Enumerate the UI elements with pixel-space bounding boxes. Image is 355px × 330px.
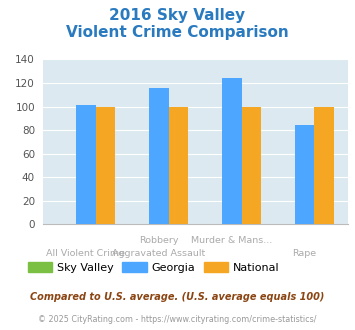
Bar	[295, 125, 315, 224]
Text: All Violent Crime: All Violent Crime	[47, 249, 125, 258]
Text: Murder & Mans...: Murder & Mans...	[191, 236, 272, 245]
Legend: Sky Valley, Georgia, National: Sky Valley, Georgia, National	[23, 258, 284, 278]
Text: © 2025 CityRating.com - https://www.cityrating.com/crime-statistics/: © 2025 CityRating.com - https://www.city…	[38, 315, 317, 324]
Bar	[241, 107, 261, 224]
Bar	[76, 105, 96, 224]
Text: Aggravated Assault: Aggravated Assault	[112, 249, 206, 258]
Bar	[149, 88, 169, 224]
Bar	[222, 78, 241, 224]
Bar	[96, 107, 115, 224]
Bar	[169, 107, 189, 224]
Text: Violent Crime Comparison: Violent Crime Comparison	[66, 25, 289, 40]
Text: Robbery: Robbery	[139, 236, 179, 245]
Text: Compared to U.S. average. (U.S. average equals 100): Compared to U.S. average. (U.S. average …	[30, 292, 325, 302]
Text: 2016 Sky Valley: 2016 Sky Valley	[109, 8, 246, 23]
Text: Rape: Rape	[293, 249, 317, 258]
Bar	[315, 107, 334, 224]
